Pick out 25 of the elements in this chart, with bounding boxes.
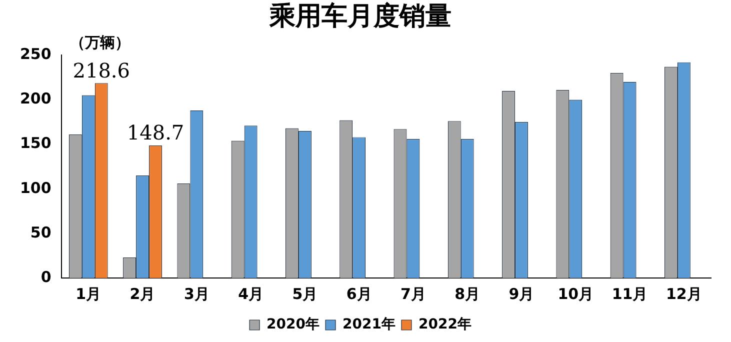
x-tick-label: 2月: [130, 284, 156, 303]
data-label: 218.6: [72, 58, 130, 82]
y-tick-label: 150: [20, 134, 52, 152]
x-tick-label: 3月: [184, 284, 210, 303]
legend-label: 2022年: [418, 316, 472, 333]
x-tick-label: 4月: [238, 284, 264, 303]
y-tick-label: 0: [40, 268, 52, 286]
x-tick-label: 8月: [454, 284, 480, 303]
legend-label: 2021年: [342, 316, 396, 333]
x-tick-label: 9月: [508, 284, 534, 303]
x-tick-label: 12月: [666, 284, 702, 303]
x-tick-label: 6月: [346, 284, 372, 303]
y-tick-label: 50: [30, 223, 52, 242]
y-tick-label: 250: [20, 45, 52, 64]
y-tick-label: 100: [20, 178, 52, 197]
x-tick-label: 1月: [76, 284, 102, 303]
x-tick-label: 5月: [292, 284, 318, 303]
data-label: 148.7: [126, 120, 184, 145]
x-tick-label: 11月: [612, 284, 648, 303]
chart-title: 乘用车月度销量: [268, 1, 452, 32]
x-tick-label: 10月: [558, 284, 594, 303]
y-tick-label: 200: [20, 90, 52, 108]
x-tick-label: 7月: [400, 284, 426, 303]
y-axis-title: （万辆）: [70, 33, 130, 52]
legend-label: 2020年: [266, 316, 320, 333]
